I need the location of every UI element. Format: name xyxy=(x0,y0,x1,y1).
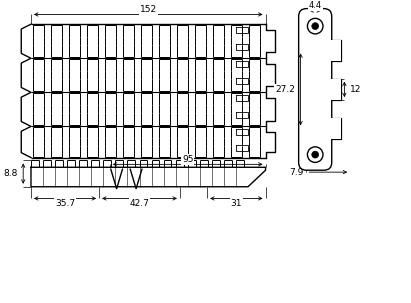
Text: 27.2: 27.2 xyxy=(275,85,295,94)
Bar xyxy=(323,118,340,139)
Bar xyxy=(323,40,340,61)
Circle shape xyxy=(312,23,319,29)
Text: 12: 12 xyxy=(350,85,362,94)
Text: 35.7: 35.7 xyxy=(55,199,75,208)
Text: 4.4: 4.4 xyxy=(309,1,322,10)
Circle shape xyxy=(307,18,323,34)
Circle shape xyxy=(307,147,323,162)
Text: 42.7: 42.7 xyxy=(129,199,150,208)
Circle shape xyxy=(312,151,319,158)
Text: 8.8: 8.8 xyxy=(3,169,17,178)
Text: 31: 31 xyxy=(231,199,242,208)
FancyBboxPatch shape xyxy=(299,8,332,170)
Text: 7.9: 7.9 xyxy=(289,168,303,177)
Text: 152: 152 xyxy=(140,5,157,14)
Text: 95: 95 xyxy=(182,155,194,164)
Bar xyxy=(323,79,340,100)
